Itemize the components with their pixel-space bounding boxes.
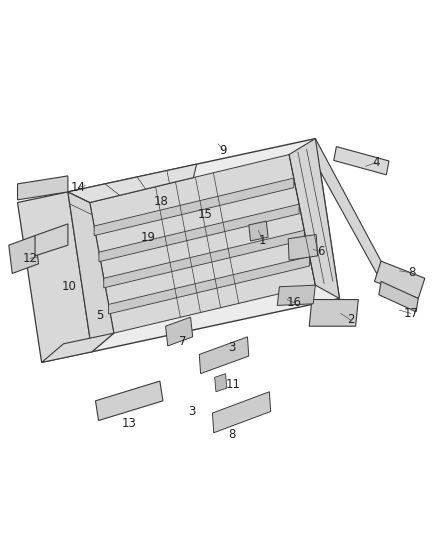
Text: 1: 1: [259, 235, 267, 247]
Polygon shape: [315, 139, 381, 281]
Polygon shape: [289, 139, 339, 298]
Text: 7: 7: [179, 335, 187, 348]
Text: 5: 5: [96, 309, 103, 322]
Polygon shape: [18, 176, 68, 200]
Polygon shape: [288, 235, 318, 260]
Text: 11: 11: [226, 378, 240, 391]
Polygon shape: [277, 285, 315, 305]
Text: 18: 18: [154, 195, 169, 208]
Text: 4: 4: [372, 156, 380, 169]
Polygon shape: [68, 139, 339, 352]
Polygon shape: [334, 147, 389, 175]
Text: 6: 6: [317, 245, 325, 258]
Text: 12: 12: [22, 252, 37, 265]
Text: 8: 8: [229, 428, 236, 441]
Polygon shape: [18, 192, 92, 362]
Text: 13: 13: [122, 417, 137, 430]
Polygon shape: [104, 230, 304, 288]
Polygon shape: [109, 256, 310, 314]
Polygon shape: [212, 392, 271, 433]
Polygon shape: [166, 317, 193, 346]
Polygon shape: [379, 281, 418, 312]
Text: 3: 3: [188, 405, 195, 418]
Polygon shape: [249, 221, 268, 241]
Polygon shape: [215, 374, 227, 392]
Polygon shape: [309, 300, 358, 326]
Text: 3: 3: [229, 341, 236, 354]
Polygon shape: [9, 236, 39, 273]
Polygon shape: [199, 337, 249, 374]
Polygon shape: [35, 224, 68, 256]
Polygon shape: [94, 178, 294, 236]
Text: 14: 14: [71, 181, 85, 194]
Polygon shape: [68, 192, 114, 352]
Polygon shape: [99, 204, 299, 262]
Text: 2: 2: [346, 313, 354, 326]
Text: 17: 17: [403, 307, 418, 320]
Text: 10: 10: [62, 280, 77, 293]
Polygon shape: [68, 164, 197, 203]
Text: 16: 16: [287, 296, 302, 309]
Text: 9: 9: [219, 144, 227, 157]
Text: 19: 19: [141, 231, 155, 244]
Text: 15: 15: [198, 208, 212, 221]
Polygon shape: [90, 155, 315, 333]
Text: 8: 8: [408, 266, 415, 279]
Polygon shape: [42, 333, 114, 362]
Polygon shape: [374, 261, 425, 298]
Polygon shape: [95, 381, 163, 421]
